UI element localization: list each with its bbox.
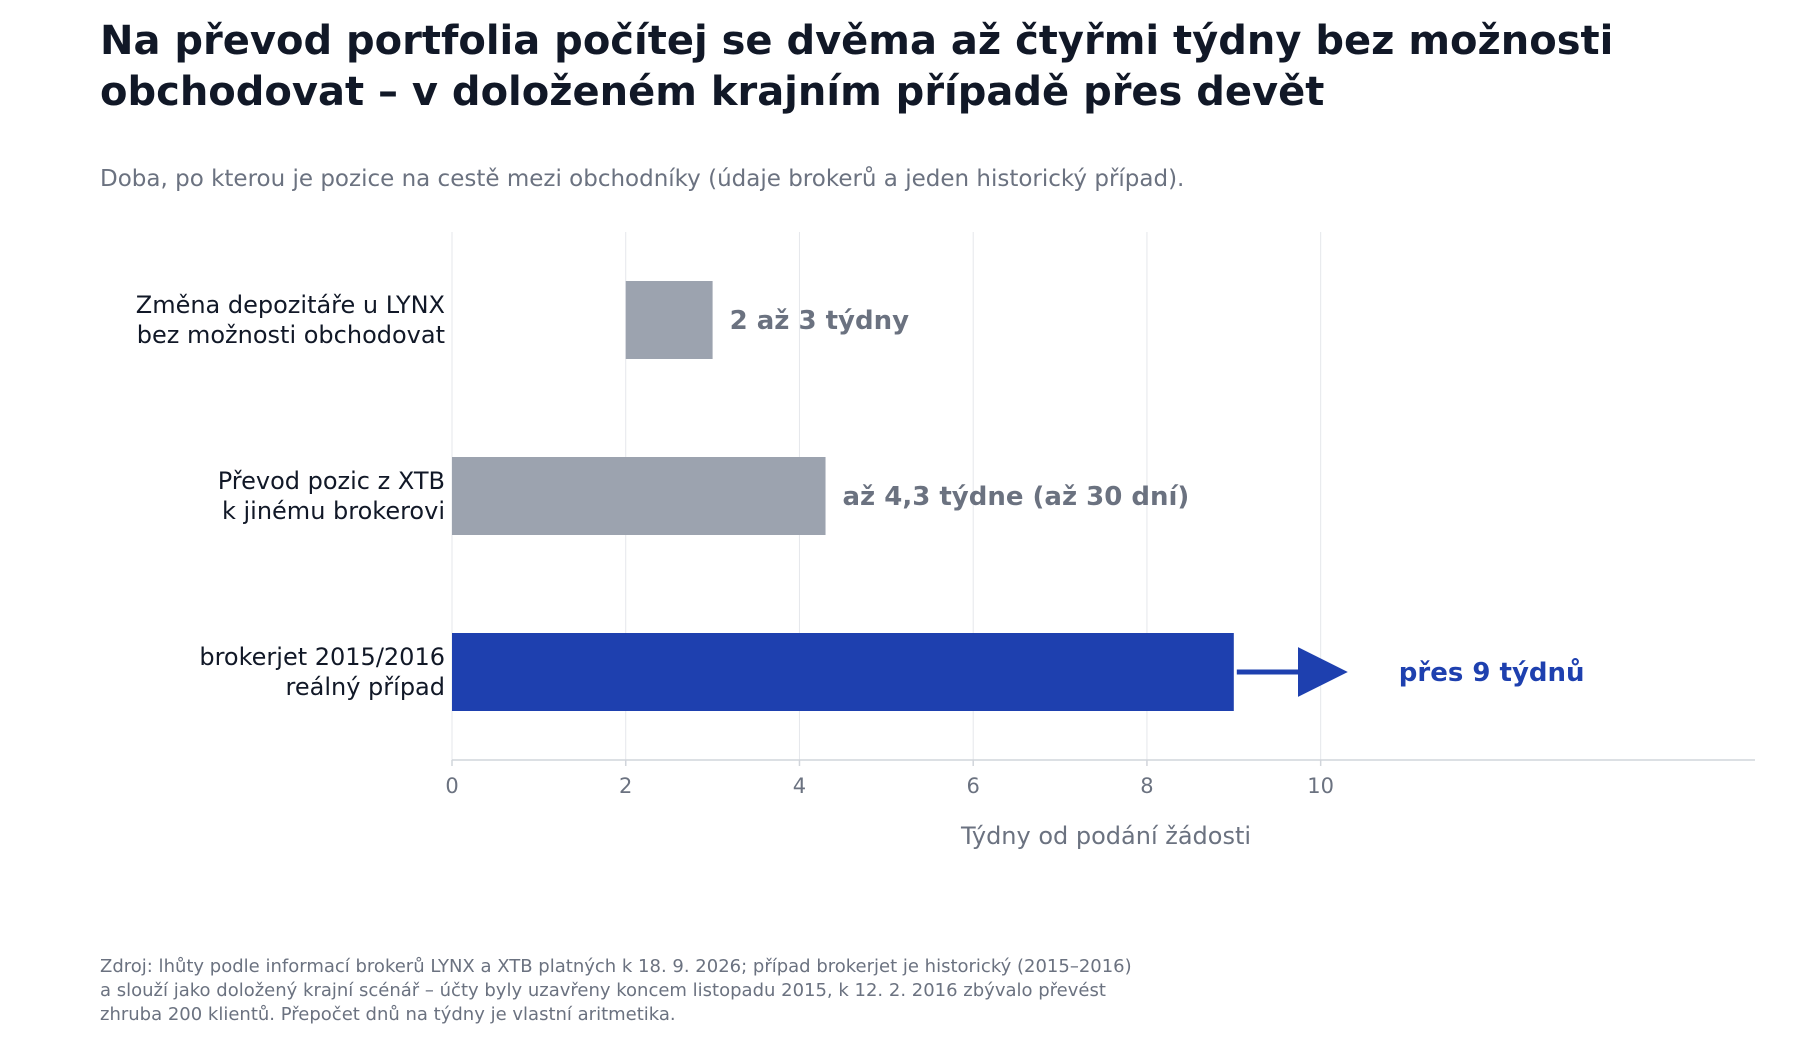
title-line: obchodovat – v doloženém krajním případě… (100, 69, 1324, 115)
source-note: Zdroj: lhůty podle informací brokerů LYN… (100, 956, 1132, 1025)
bar (625, 281, 713, 359)
x-axis-label: Týdny od podání žádosti (960, 822, 1251, 850)
source-line: zhruba 200 klientů. Přepočet dnů na týdn… (100, 1004, 676, 1025)
x-tick-label: 4 (793, 774, 806, 798)
category-label: Převod pozic z XTB (218, 467, 445, 495)
category-label: bez možnosti obchodovat (137, 321, 445, 349)
category-label: brokerjet 2015/2016 (199, 643, 445, 671)
x-tick-label: 8 (1140, 774, 1153, 798)
chart-title: Na převod portfolia počítej se dvěma až … (100, 18, 1613, 115)
value-label: až 4,3 týdne (až 30 dní) (843, 482, 1190, 512)
source-line: a slouží jako doložený krajní scénář – ú… (100, 980, 1106, 1001)
category-label: reálný případ (286, 673, 445, 701)
chart-subtitle: Doba, po kterou je pozice na cestě mezi … (100, 165, 1184, 192)
bar (452, 457, 826, 535)
category-label: k jinému brokerovi (222, 497, 445, 525)
value-label: přes 9 týdnů (1399, 657, 1585, 688)
bar (452, 633, 1234, 711)
source-line: Zdroj: lhůty podle informací brokerů LYN… (100, 956, 1132, 977)
x-tick-label: 6 (967, 774, 980, 798)
value-label: 2 až 3 týdny (730, 306, 910, 336)
category-label: Změna depozitáře u LYNX (136, 291, 445, 319)
title-line: Na převod portfolia počítej se dvěma až … (100, 18, 1613, 64)
x-tick-label: 0 (445, 774, 458, 798)
x-axis: 0 2 4 6 8 10 (445, 759, 1755, 798)
x-tick-label: 2 (619, 774, 632, 798)
x-tick-label: 10 (1307, 774, 1334, 798)
